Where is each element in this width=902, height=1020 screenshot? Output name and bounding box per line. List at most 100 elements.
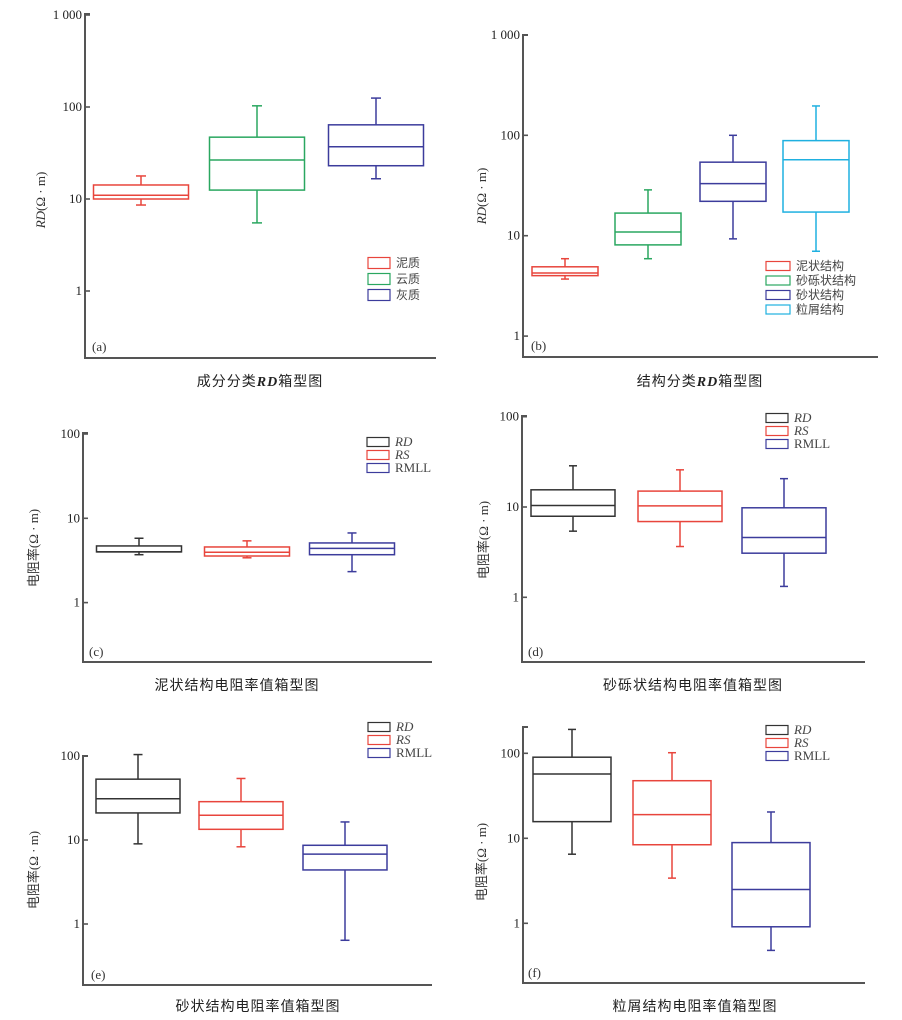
panel-tag: (a) xyxy=(92,339,106,354)
legend-swatch xyxy=(367,747,391,759)
axis-frame xyxy=(84,13,436,359)
y-axis-label: 电阻率(Ω · m) xyxy=(476,501,491,579)
axis-frame xyxy=(522,726,865,984)
box-RS xyxy=(203,540,291,559)
chart-title: 结构分类RD箱型图 xyxy=(637,374,763,390)
y-tick-label: 10 xyxy=(69,191,82,206)
panel-tag: (f) xyxy=(528,965,541,980)
y-tick-label: 1 xyxy=(74,595,81,610)
legend-label: 灰质 xyxy=(396,288,420,302)
legend-label: 砂砾状结构 xyxy=(796,273,856,288)
panel-tag: (e) xyxy=(91,967,105,982)
chart-title: 砂砾状结构电阻率值箱型图 xyxy=(603,677,783,694)
legend-swatch xyxy=(367,288,391,302)
legend-label: RS xyxy=(395,732,411,747)
box-RMLL xyxy=(741,477,827,588)
y-tick-label: 100 xyxy=(500,409,520,424)
box-RD xyxy=(95,537,183,556)
y-tick-label: 1 xyxy=(514,915,521,930)
legend-label: RMLL xyxy=(395,460,431,475)
y-axis-label: 电阻率(Ω · m) xyxy=(26,831,41,909)
legend-swatch xyxy=(366,436,390,448)
legend-label: 云质 xyxy=(396,272,420,286)
legend-swatch xyxy=(367,272,391,286)
legend-swatch xyxy=(765,304,791,315)
legend-label: 粒屑结构 xyxy=(796,302,844,317)
legend-label: RS xyxy=(793,735,809,750)
legend-label: RS xyxy=(793,423,809,438)
legend-swatch xyxy=(765,737,789,749)
iqr-box xyxy=(530,489,616,517)
legend-label: RMLL xyxy=(794,748,830,763)
y-axis-label-unit: (Ω · m) xyxy=(33,172,48,211)
chart-title-part: 结构分类 xyxy=(637,374,697,390)
legend-label: RD xyxy=(395,719,414,734)
panel-tag: (c) xyxy=(89,644,103,659)
y-axis-label-var: RD xyxy=(474,206,489,225)
legend-label: 砂状结构 xyxy=(796,287,844,302)
chart-title-part: RD xyxy=(696,375,718,390)
box-RMLL xyxy=(731,811,811,952)
y-axis-label-unit: (Ω · m) xyxy=(474,168,489,207)
iqr-box xyxy=(208,136,306,191)
legend-label: 泥质 xyxy=(396,256,420,270)
box-RMLL xyxy=(308,532,396,573)
box-泥状结构 xyxy=(531,257,599,280)
y-tick-label: 10 xyxy=(506,499,519,514)
iqr-box xyxy=(731,841,811,928)
box-砂砾状结构 xyxy=(614,189,682,260)
y-tick-label: 100 xyxy=(501,745,521,760)
box-泥质 xyxy=(92,175,190,206)
box-RD xyxy=(532,728,612,855)
iqr-box xyxy=(614,212,682,246)
legend-swatch xyxy=(765,412,789,424)
legend-swatch xyxy=(765,425,789,437)
legend-swatch xyxy=(765,438,789,450)
legend-swatch xyxy=(367,256,391,270)
legend-swatch xyxy=(367,721,391,733)
chart-title-part: 箱型图 xyxy=(278,374,323,390)
legend-swatch xyxy=(765,289,791,301)
chart-title: 粒屑结构电阻率值箱型图 xyxy=(613,998,778,1015)
iqr-box xyxy=(327,124,425,167)
y-axis-label: 电阻率(Ω · m) xyxy=(26,509,41,587)
axis-frame xyxy=(82,432,432,663)
axis-frame xyxy=(521,415,865,663)
box-云质 xyxy=(208,105,306,224)
chart-title: 泥状结构电阻率值箱型图 xyxy=(155,677,320,694)
legend-swatch xyxy=(765,750,789,762)
panel-tag: (b) xyxy=(531,338,546,353)
panel-tag: (d) xyxy=(528,644,543,659)
box-RD xyxy=(95,753,181,845)
box-砂状结构 xyxy=(699,134,767,240)
y-axis-label-unit: 电阻率(Ω · m) xyxy=(476,501,491,579)
legend-label: RD xyxy=(394,434,413,449)
iqr-box xyxy=(92,184,190,200)
y-axis-label: RD(Ω · m) xyxy=(33,172,48,230)
legend-label: RD xyxy=(793,722,812,737)
y-axis-label-var: RD xyxy=(33,210,48,229)
chart-title-part: RD xyxy=(256,375,278,390)
y-tick-label: 1 xyxy=(513,589,520,604)
y-axis-label: RD(Ω · m) xyxy=(474,168,489,226)
y-tick-label: 10 xyxy=(67,510,80,525)
box-RS xyxy=(198,777,284,848)
y-tick-label: 1 xyxy=(76,283,83,298)
iqr-box xyxy=(95,778,181,814)
y-tick-label: 100 xyxy=(61,748,81,763)
chart-title: 成分分类RD箱型图 xyxy=(197,374,323,390)
y-tick-label: 100 xyxy=(61,426,81,441)
box-粒屑结构 xyxy=(782,105,850,253)
y-tick-label: 100 xyxy=(63,99,83,114)
y-axis-label-unit: 电阻率(Ω · m) xyxy=(474,823,489,901)
box-RD xyxy=(530,465,616,532)
